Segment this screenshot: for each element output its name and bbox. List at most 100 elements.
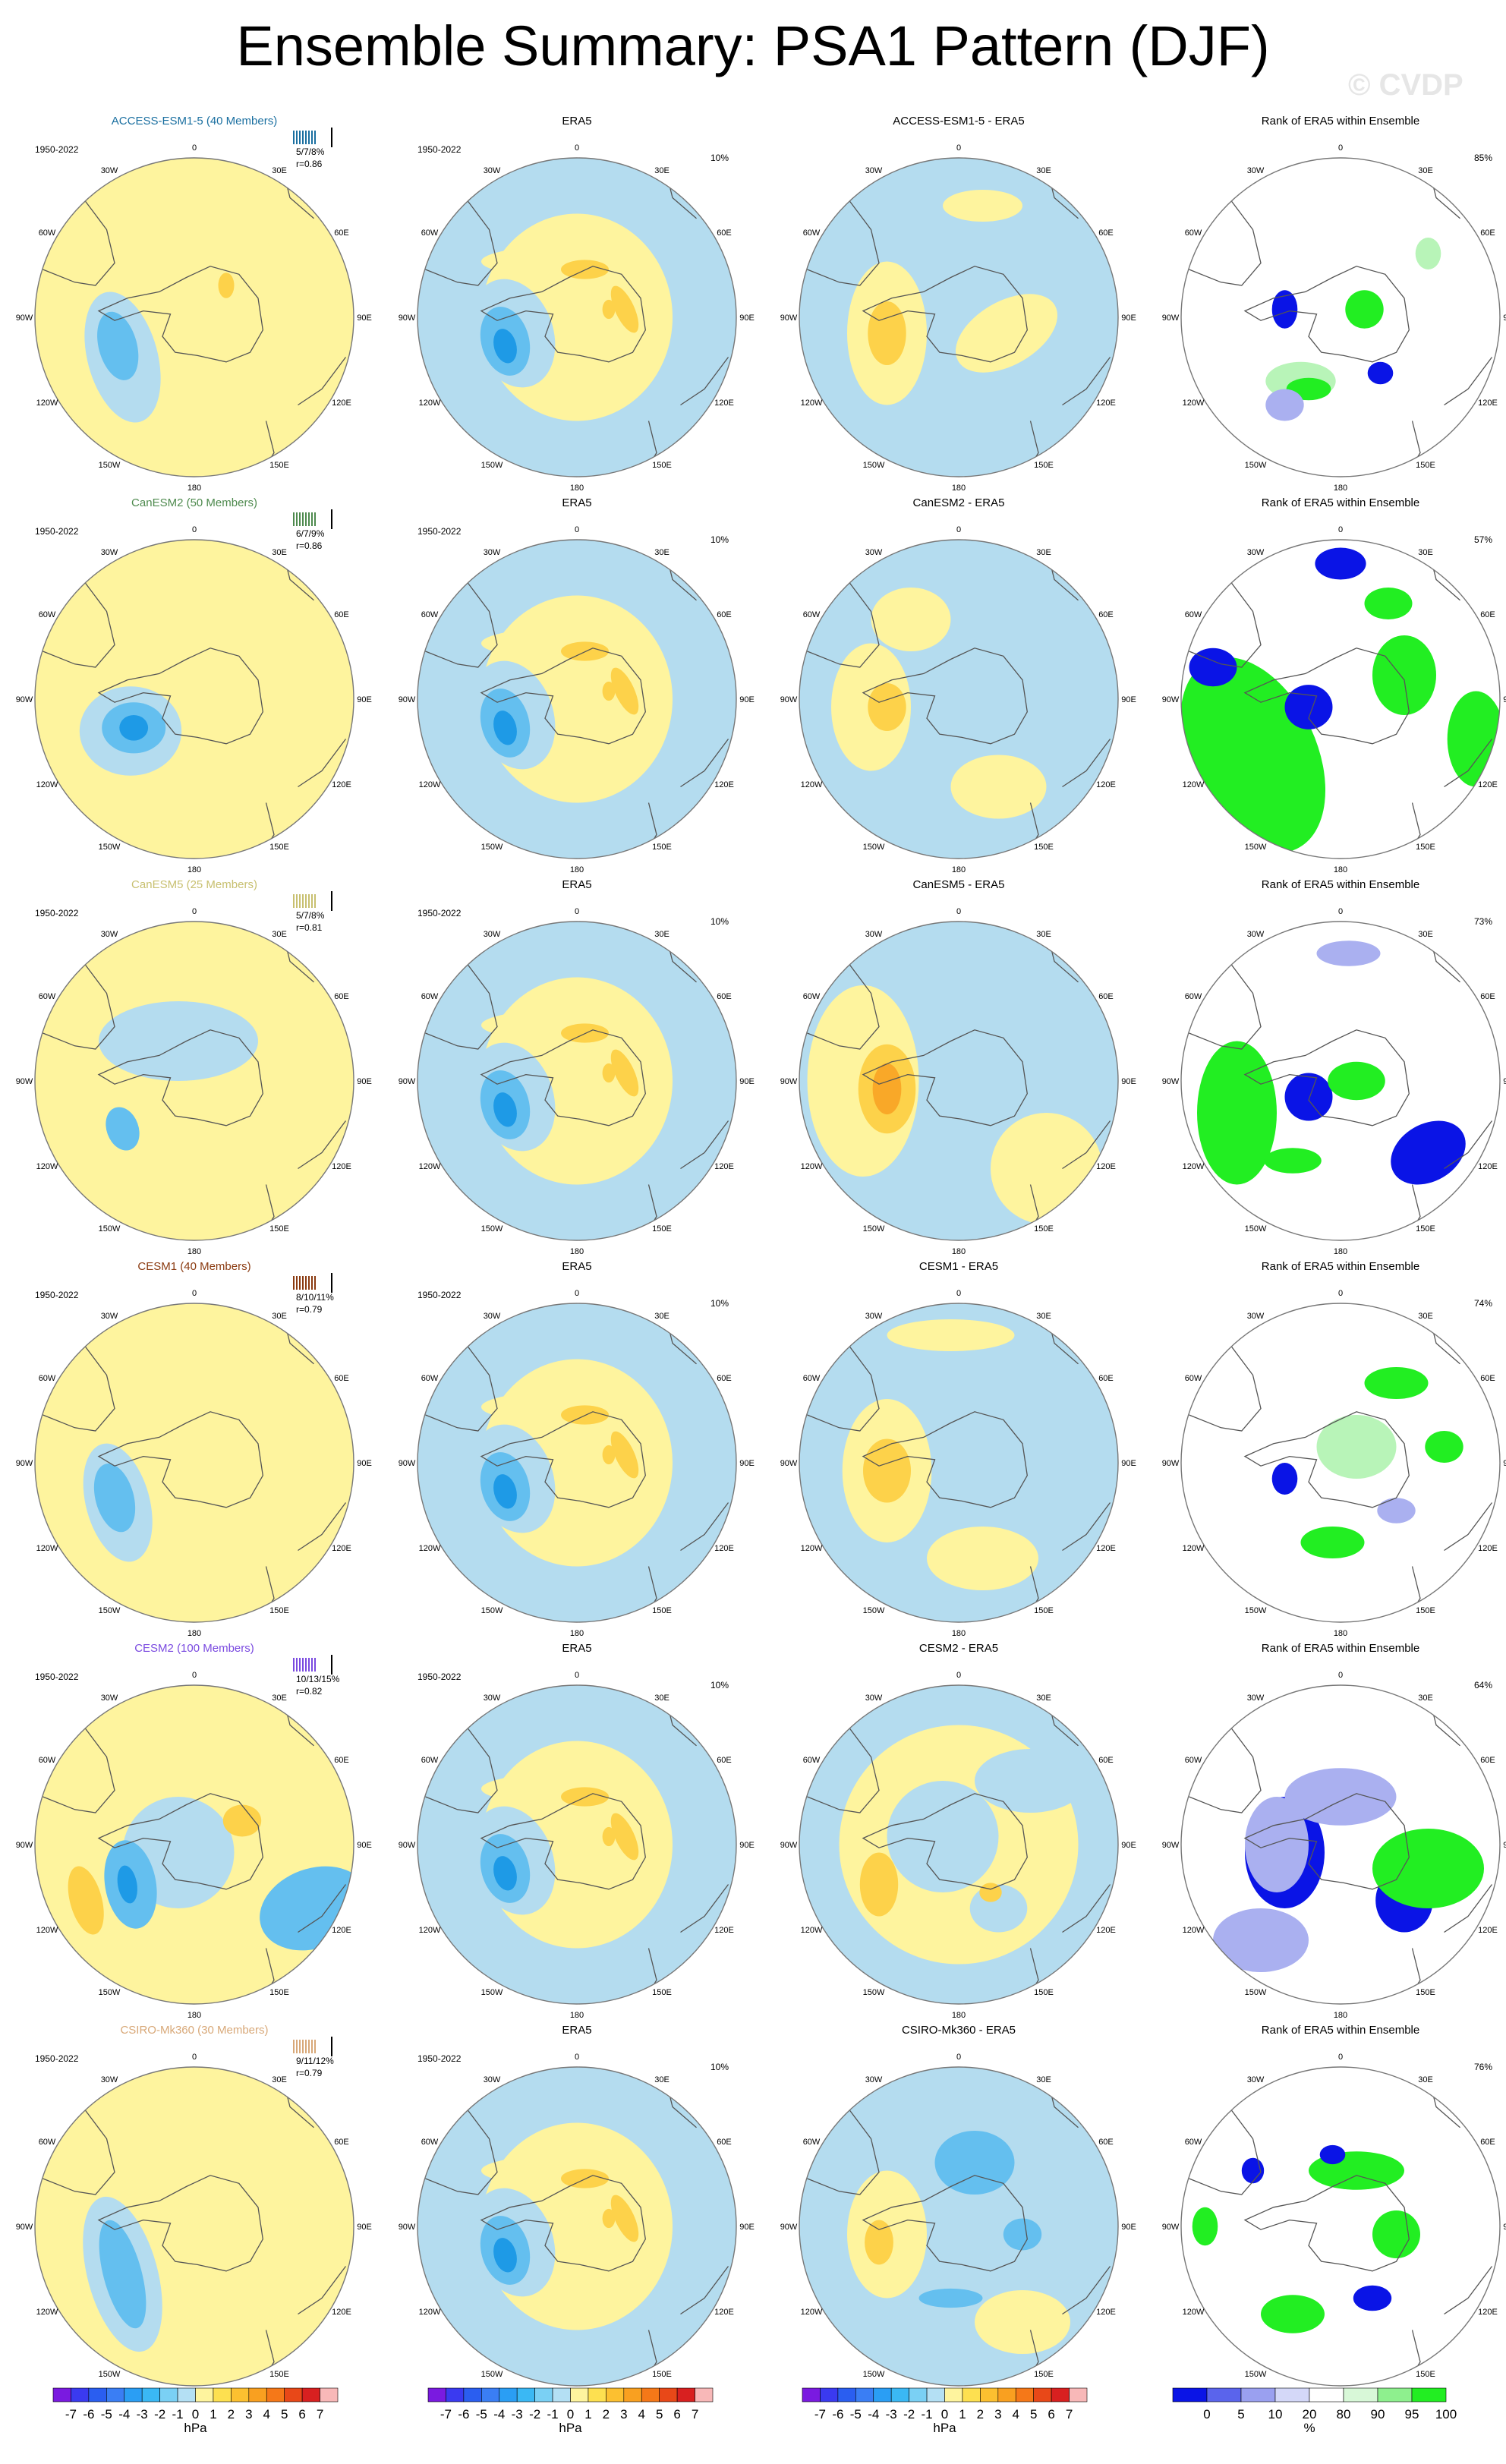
colorbar-unit: hPa — [559, 2421, 582, 2435]
map-border — [34, 2066, 354, 2387]
coastline — [1444, 357, 1493, 406]
longitude-label: 90E — [1121, 1077, 1136, 1086]
colorbar-swatch — [1172, 2387, 1208, 2403]
longitude-label: 180 — [570, 865, 584, 874]
coastline — [425, 1725, 498, 1813]
map-border — [1180, 921, 1501, 1241]
longitude-label: 60W — [1185, 2138, 1202, 2147]
map-border — [799, 2066, 1119, 2387]
anomaly-contour — [99, 1001, 258, 1081]
colorbar-swatch — [676, 2387, 695, 2403]
longitude-label: 180 — [570, 484, 584, 493]
model-title: CSIRO-Mk360 (30 Members) — [120, 2024, 268, 2037]
anomaly-contour — [1372, 635, 1436, 715]
colorbar-rank: 0 5 10 20 80 90 95 100% — [1172, 2387, 1457, 2435]
longitude-label: 60E — [334, 2138, 349, 2147]
longitude-label: 120E — [1096, 2308, 1116, 2317]
longitude-label: 180 — [187, 1247, 201, 1256]
coastline — [1062, 357, 1111, 406]
ensemble-spread-bar — [296, 2040, 298, 2053]
anomaly-contour — [955, 294, 1058, 373]
longitude-label: 30E — [1036, 930, 1051, 939]
colorbar-tick-label: 80 — [1337, 2407, 1351, 2421]
colorbar-tick-label: -1 — [172, 2407, 184, 2421]
colorbar-tick-label: -2 — [903, 2407, 915, 2421]
coastline — [1243, 648, 1410, 745]
longitude-label: 150E — [1034, 461, 1054, 470]
longitude-label: 120W — [419, 2308, 441, 2317]
colorbar-tick-label: 5 — [1030, 2407, 1037, 2421]
map-border — [417, 1303, 737, 1623]
ensemble-spread-bar — [296, 1276, 298, 1290]
anomaly-contour — [99, 2220, 147, 2329]
rank-title: Rank of ERA5 within Ensemble — [1262, 1642, 1419, 1655]
anomaly-contour — [610, 2195, 639, 2242]
longitude-label: 60W — [39, 228, 56, 238]
longitude-label: 60W — [39, 2138, 56, 2147]
colorbar-tick-label: 1 — [210, 2407, 216, 2421]
coastline — [97, 1029, 263, 1126]
longitude-label: 150W — [1245, 2370, 1267, 2379]
longitude-label: 90W — [1162, 2223, 1180, 2232]
anomaly-contour — [1284, 1073, 1333, 1121]
anomaly-contour — [481, 245, 657, 278]
colorbar-tick-label: 3 — [994, 2407, 1001, 2421]
longitude-label: 120W — [1183, 1544, 1205, 1553]
longitude-label: 60E — [334, 610, 349, 619]
era5-pct-label: 10% — [710, 916, 729, 927]
longitude-label: 60E — [334, 1756, 349, 1765]
anomaly-contour — [602, 299, 616, 320]
longitude-label: 60W — [1185, 610, 1202, 619]
longitude-label: 30E — [272, 166, 287, 175]
longitude-label: 0 — [192, 907, 197, 916]
anomaly-contour — [1271, 1463, 1298, 1495]
longitude-label: 90E — [357, 1841, 372, 1850]
colorbar-swatch — [1343, 2387, 1378, 2403]
longitude-label: 60E — [717, 1756, 732, 1765]
observed-marker — [331, 1655, 332, 1675]
longitude-label: 30E — [1036, 166, 1051, 175]
anomaly-contour — [1315, 547, 1366, 580]
anomaly-contour — [1364, 588, 1413, 619]
coastline — [480, 266, 646, 363]
anomaly-contour — [1189, 648, 1237, 687]
longitude-label: 30W — [484, 1312, 501, 1321]
colorbar-tick-label: 0 — [192, 2407, 199, 2421]
longitude-label: 90W — [1162, 695, 1180, 704]
anomaly-contour — [610, 1049, 639, 1097]
map-border — [417, 157, 737, 477]
difference-map: 0 30E 60E 90E 120E 150E 180 150W 120W 90W 60W 30W — [780, 525, 1136, 874]
ensemble-spread-bar — [296, 131, 298, 144]
anomaly-contour — [493, 1474, 517, 1509]
coastline — [480, 1029, 646, 1126]
longitude-label: 0 — [575, 143, 579, 153]
longitude-label: 90W — [780, 314, 798, 323]
colorbar-tick-label: 20 — [1303, 2407, 1317, 2421]
longitude-label: 30W — [865, 1694, 883, 1703]
longitude-label: 90W — [16, 695, 33, 704]
longitude-label: 30E — [654, 1694, 670, 1703]
stats-label: 9/11/12% — [296, 2056, 334, 2066]
anomaly-contour — [943, 190, 1022, 222]
longitude-label: 60W — [803, 228, 821, 238]
longitude-label: 90E — [357, 2223, 372, 2232]
longitude-label: 150E — [269, 461, 289, 470]
colorbar-swatch — [552, 2387, 571, 2403]
longitude-label: 60W — [421, 2138, 439, 2147]
longitude-label: 180 — [1334, 2011, 1347, 2020]
anomaly-contour — [481, 1391, 657, 1423]
longitude-label: 0 — [575, 2053, 579, 2062]
coastline — [680, 1884, 729, 1933]
coastline — [1243, 1411, 1410, 1508]
coastline — [1062, 739, 1111, 788]
rank-pct-label: 73% — [1474, 916, 1492, 927]
anomaly-contour — [1213, 1908, 1309, 1972]
colorbar-tick-label: 4 — [638, 2407, 645, 2421]
longitude-label: 30E — [1036, 1312, 1051, 1321]
colorbar-swatch — [1240, 2387, 1276, 2403]
longitude-label: 30E — [272, 548, 287, 557]
longitude-label: 60E — [717, 1374, 732, 1383]
longitude-label: 180 — [570, 1629, 584, 1638]
coastline — [862, 266, 1028, 363]
